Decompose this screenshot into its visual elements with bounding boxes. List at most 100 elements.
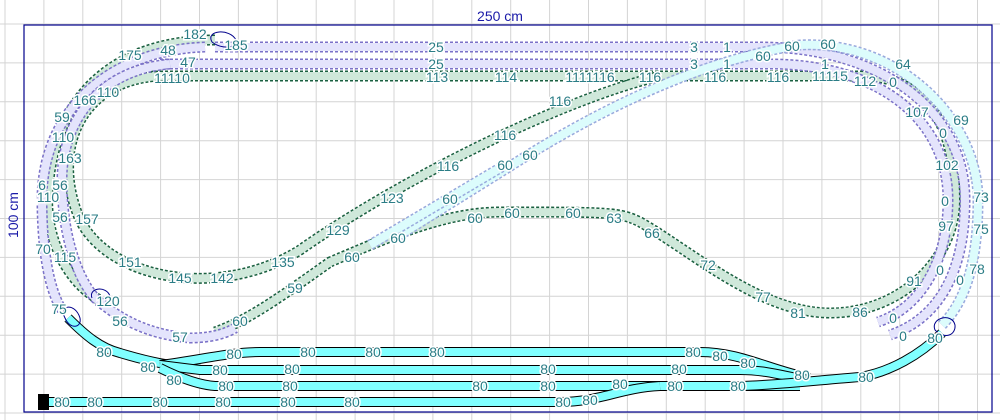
height-label: 80 <box>215 394 231 410</box>
height-label: 110 <box>52 129 75 145</box>
track-segment[interactable] <box>36 41 206 314</box>
height-label: 80 <box>218 378 234 394</box>
height-label: 73 <box>973 189 989 205</box>
loop-marker <box>62 306 81 327</box>
height-label: 115 <box>54 249 77 265</box>
track-segment[interactable] <box>157 363 800 391</box>
height-label: 0 <box>939 125 947 141</box>
buffer-stop[interactable] <box>38 394 49 410</box>
height-label: 60 <box>565 205 581 221</box>
height-label: 56 <box>112 313 128 329</box>
height-label: 91 <box>906 273 922 289</box>
height-label: 86 <box>852 304 868 320</box>
height-label: 63 <box>606 210 622 226</box>
height-label: 60 <box>344 249 360 265</box>
height-label: 116 <box>704 69 727 85</box>
height-label: 163 <box>58 150 82 166</box>
height-label: 80 <box>140 359 156 375</box>
height-label: 64 <box>895 56 911 72</box>
height-label: 80 <box>472 378 488 394</box>
height-label: 80 <box>671 361 687 377</box>
height-label: 11110 <box>154 70 190 86</box>
height-label: 66 <box>644 225 660 241</box>
height-label: 81 <box>790 305 806 321</box>
height-label: 0 <box>956 272 964 288</box>
track-segment[interactable] <box>215 41 971 341</box>
height-label: 25 <box>428 56 444 72</box>
height-label: 123 <box>380 190 404 206</box>
height-label: 113 <box>426 69 449 85</box>
height-label: 1 <box>723 39 731 55</box>
height-label: 60 <box>442 191 458 207</box>
height-label: 56 <box>52 177 68 193</box>
height-label: 60 <box>784 38 800 54</box>
height-label: 80 <box>87 394 103 410</box>
track-segment[interactable] <box>392 39 984 329</box>
height-label: 3 <box>690 39 698 55</box>
height-dimension-label: 100 cm <box>5 192 21 238</box>
track-segment[interactable] <box>160 58 954 328</box>
height-label: 80 <box>226 346 242 362</box>
height-label: 80 <box>927 330 943 346</box>
track-end-markers <box>62 31 956 336</box>
height-label: 185 <box>224 37 248 53</box>
height-label: 80 <box>284 361 300 377</box>
height-label: 60 <box>522 147 538 163</box>
track-segment[interactable] <box>739 329 946 391</box>
height-label: 110 <box>37 189 60 205</box>
height-label: 120 <box>96 293 120 309</box>
height-label: 80 <box>212 362 228 378</box>
height-label: 80 <box>667 378 683 394</box>
height-label: 80 <box>612 376 628 392</box>
height-label: 60 <box>497 157 513 173</box>
track-segment[interactable] <box>150 70 961 338</box>
height-label: 145 <box>168 270 192 286</box>
track-segment[interactable] <box>56 58 238 344</box>
height-label: 116 <box>549 93 572 109</box>
height-label: 80 <box>740 355 756 371</box>
height-label: 80 <box>54 394 70 410</box>
height-label: 0 <box>889 74 897 90</box>
height-label: 107 <box>905 104 929 120</box>
loop-marker <box>933 317 956 336</box>
height-label: 25 <box>428 39 444 55</box>
height-label: 80 <box>685 344 701 360</box>
track-segment[interactable] <box>367 160 508 250</box>
height-label: 48 <box>160 42 176 58</box>
height-label: 1 <box>723 56 731 72</box>
height-label: 116 <box>767 69 790 85</box>
height-label: 102 <box>935 157 959 173</box>
track-segment[interactable] <box>159 347 811 383</box>
height-label: 80 <box>282 378 298 394</box>
height-label: 142 <box>210 270 234 286</box>
height-label: 69 <box>953 112 969 128</box>
height-label: 166 <box>73 92 97 108</box>
height-label: 80 <box>344 394 360 410</box>
height-label: 135 <box>271 254 295 270</box>
height-label: 70 <box>35 241 51 257</box>
height-label: 56 <box>52 209 68 225</box>
height-label: 182 <box>183 26 207 42</box>
height-label: 80 <box>166 372 182 388</box>
track-segment[interactable] <box>45 381 661 407</box>
height-label: 60 <box>467 210 483 226</box>
height-label: 129 <box>326 222 350 238</box>
height-label: 0 <box>899 328 907 344</box>
height-label: 80 <box>365 344 381 360</box>
height-label: 60 <box>504 205 520 221</box>
height-label: 6 <box>38 177 46 193</box>
height-label: 0 <box>889 310 897 326</box>
height-label: 110 <box>97 84 120 100</box>
height-label: 0 <box>936 262 944 278</box>
height-label: 80 <box>280 394 296 410</box>
width-dimension-label: 250 cm <box>477 8 523 24</box>
height-label: 59 <box>54 109 70 125</box>
tracks[interactable] <box>36 34 984 407</box>
height-label: 72 <box>700 257 716 273</box>
height-label: 80 <box>582 392 598 408</box>
height-label: 80 <box>96 344 112 360</box>
height-label: 97 <box>938 218 954 234</box>
height-label: 116 <box>639 69 662 85</box>
